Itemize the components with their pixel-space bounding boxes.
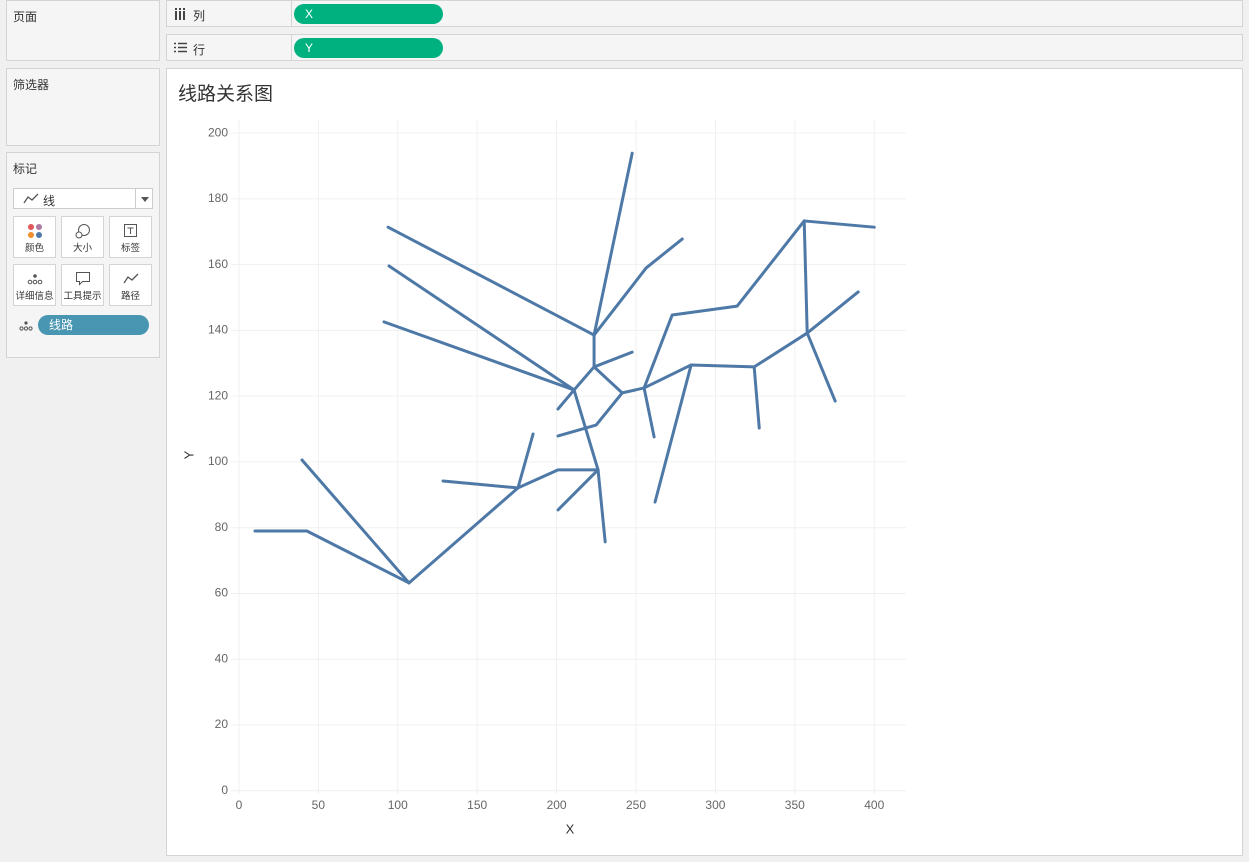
x-tick-label: 100 (388, 798, 408, 812)
route-line (441, 479, 520, 490)
route-line (407, 432, 535, 585)
columns-icon (175, 8, 185, 20)
path-button[interactable]: 路径 (109, 264, 152, 306)
route-line (596, 468, 607, 544)
marks-panel: 标记 线 颜色 大小 标签 详细信息 工具提示 路径 线路 (6, 152, 160, 358)
filters-panel: 筛选器 (6, 68, 160, 146)
icon (27, 274, 43, 285)
x-tick-label: 150 (467, 798, 487, 812)
route-line (752, 365, 761, 430)
route-line (592, 237, 684, 337)
route-line (592, 350, 634, 369)
route-line (556, 365, 624, 438)
divider (135, 189, 136, 208)
pages-panel: 页面 (6, 0, 160, 61)
button-label: 标签 (120, 243, 140, 254)
divider (291, 1, 292, 26)
icon (28, 224, 42, 238)
x-tick-label: 250 (626, 798, 646, 812)
route-line (556, 468, 600, 512)
x-tick-label: 350 (785, 798, 805, 812)
panel-title: 页面 (13, 10, 38, 24)
route-line (387, 264, 576, 392)
route-line (805, 331, 837, 403)
icon (124, 224, 137, 237)
y-tick-label: 60 (215, 586, 229, 600)
mark-type-dropdown[interactable]: 线 (13, 188, 153, 209)
chart-title: 线路关系图 (178, 83, 273, 105)
y-axis-label: Y (181, 450, 196, 459)
tooltip-button[interactable]: 工具提示 (61, 264, 104, 306)
y-tick-label: 180 (208, 191, 228, 205)
route-line (300, 458, 411, 585)
dropdown-arrow (141, 197, 149, 202)
route-line (802, 219, 860, 335)
icon (123, 273, 139, 284)
button-label: 大小 (72, 243, 92, 254)
mark-type: 线 (43, 194, 56, 208)
y-tick-label: 40 (215, 651, 229, 665)
x-tick-label: 0 (236, 798, 243, 812)
button-label: 详细信息 (15, 291, 54, 302)
color-button[interactable]: 颜色 (13, 216, 56, 258)
rows-shelf: 行 Y (166, 34, 1243, 61)
columns-shelf: 列 X (166, 0, 1243, 27)
rows-icon (174, 42, 187, 53)
route-line (642, 331, 809, 390)
route-line (653, 363, 693, 504)
route-line (516, 468, 600, 490)
button-label: 颜色 (24, 243, 44, 254)
detail-button[interactable]: 详细信息 (13, 264, 56, 306)
x-tick-label: 200 (547, 798, 567, 812)
button-label: 工具提示 (63, 291, 102, 302)
y-tick-label: 20 (215, 717, 229, 731)
icon (75, 224, 90, 239)
y-tick-label: 120 (208, 388, 228, 402)
y-tick-label: 200 (208, 125, 228, 139)
y-tick-label: 100 (208, 454, 228, 468)
label-button[interactable]: 标签 (109, 216, 152, 258)
detail-pill[interactable]: 线路 (38, 315, 149, 335)
x-tick-label: 300 (705, 798, 725, 812)
route-line (253, 529, 411, 585)
detail-icon (19, 321, 33, 331)
x-pill[interactable]: X (294, 4, 443, 24)
route-line (642, 219, 876, 390)
y-tick-label: 80 (215, 520, 229, 534)
size-button[interactable]: 大小 (61, 216, 104, 258)
y-tick-label: 0 (221, 783, 228, 797)
x-tick-label: 400 (864, 798, 884, 812)
divider (291, 35, 292, 60)
route-line (592, 151, 634, 337)
y-pill[interactable]: Y (294, 38, 443, 58)
shelf-label: 行 (193, 43, 206, 57)
line-icon (23, 193, 39, 204)
x-tick-label: 50 (312, 798, 326, 812)
y-tick-label: 160 (208, 257, 228, 271)
x-axis-label: X (566, 821, 575, 836)
route-line (620, 386, 656, 439)
button-label: 路径 (120, 291, 140, 302)
y-tick-label: 140 (208, 323, 228, 337)
panel-title: 标记 (13, 162, 38, 176)
route-line (386, 225, 596, 392)
route-line (382, 320, 576, 392)
panel-title: 筛选器 (13, 78, 50, 92)
icon (76, 272, 90, 286)
shelf-label: 列 (193, 9, 206, 23)
